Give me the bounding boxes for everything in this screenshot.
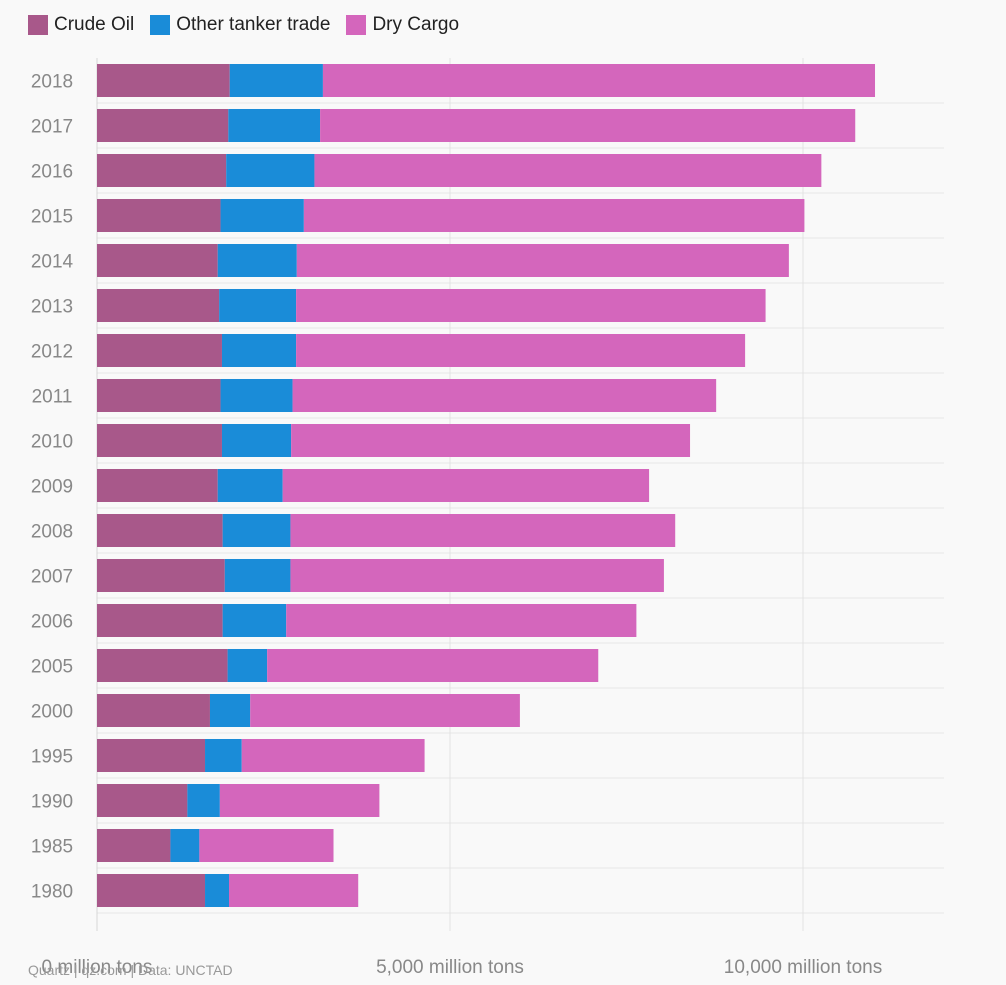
- y-tick-label: 1985: [31, 837, 73, 858]
- bar-crude-oil-2015: [97, 199, 221, 232]
- bar-crude-oil-2014: [97, 244, 218, 277]
- bar-other-tanker-trade-2008: [222, 514, 291, 547]
- bar-other-tanker-trade-2015: [220, 199, 304, 232]
- y-tick-label: 2017: [31, 117, 73, 138]
- x-tick-label: 5,000 million tons: [376, 957, 524, 978]
- bar-crude-oil-1985: [97, 829, 171, 862]
- bar-other-tanker-trade-2016: [226, 154, 315, 187]
- bar-crude-oil-2006: [97, 604, 223, 637]
- bar-other-tanker-trade-2007: [224, 559, 291, 592]
- legend-swatch-other-tanker-trade: [150, 15, 171, 35]
- bar-dry-cargo-1995: [241, 739, 425, 772]
- bar-crude-oil-2013: [97, 289, 220, 322]
- y-tick-label: 2007: [31, 567, 73, 588]
- bar-crude-oil-1990: [97, 784, 188, 817]
- bar-other-tanker-trade-2009: [217, 469, 283, 502]
- legend-label-other-tanker-trade: Other tanker trade: [176, 14, 331, 35]
- y-tick-label: 1995: [31, 747, 73, 768]
- bar-dry-cargo-2011: [292, 379, 717, 412]
- y-tick-label: 2011: [32, 387, 73, 408]
- bar-crude-oil-2009: [97, 469, 218, 502]
- bar-dry-cargo-1980: [229, 874, 359, 907]
- y-tick-label: 2000: [31, 702, 73, 723]
- bar-other-tanker-trade-1995: [205, 739, 242, 772]
- bar-crude-oil-1995: [97, 739, 206, 772]
- bar-dry-cargo-2005: [267, 649, 599, 682]
- y-tick-label: 1990: [31, 792, 73, 813]
- bar-dry-cargo-2016: [314, 154, 822, 187]
- bar-other-tanker-trade-2005: [227, 649, 268, 682]
- bar-dry-cargo-2014: [296, 244, 789, 277]
- bar-other-tanker-trade-2018: [229, 64, 323, 97]
- legend-swatch-crude-oil: [28, 15, 48, 35]
- legend-label-crude-oil: Crude Oil: [54, 14, 135, 35]
- bar-dry-cargo-2006: [286, 604, 637, 637]
- bar-crude-oil-2007: [97, 559, 225, 592]
- bar-dry-cargo-1985: [199, 829, 334, 862]
- y-tick-label: 2010: [31, 432, 73, 453]
- bar-other-tanker-trade-2017: [228, 109, 321, 142]
- bar-other-tanker-trade-1990: [187, 784, 220, 817]
- bar-dry-cargo-2000: [250, 694, 520, 727]
- y-tick-label: 1980: [31, 882, 73, 903]
- y-tick-label: 2012: [31, 342, 73, 363]
- bar-crude-oil-2005: [97, 649, 228, 682]
- legend-item-dry-cargo: Dry Cargo: [346, 14, 459, 36]
- bar-dry-cargo-2013: [296, 289, 766, 322]
- legend-item-other-tanker-trade: Other tanker trade: [150, 14, 330, 36]
- bar-other-tanker-trade-1980: [205, 874, 230, 907]
- bar-other-tanker-trade-2011: [220, 379, 293, 412]
- y-tick-label: 2014: [31, 252, 74, 273]
- legend-item-crude-oil: Crude Oil: [28, 14, 134, 36]
- bar-other-tanker-trade-2012: [221, 334, 297, 367]
- y-tick-label: 2015: [31, 207, 73, 228]
- y-tick-label: 2008: [31, 522, 73, 543]
- legend-swatch-dry-cargo: [346, 15, 367, 35]
- y-tick-label: 2016: [31, 162, 73, 183]
- bar-crude-oil-2008: [97, 514, 223, 547]
- bar-dry-cargo-1990: [219, 784, 380, 817]
- y-tick-label: 2009: [31, 477, 73, 498]
- bar-other-tanker-trade-2014: [217, 244, 297, 277]
- bar-crude-oil-2012: [97, 334, 222, 367]
- source-note: Quartz | qz.com | Data: UNCTAD: [28, 962, 233, 978]
- x-tick-label: 10,000 million tons: [724, 957, 882, 978]
- y-tick-label: 2013: [31, 297, 73, 318]
- bar-other-tanker-trade-2000: [209, 694, 251, 727]
- bar-crude-oil-2010: [97, 424, 222, 457]
- bar-other-tanker-trade-1985: [170, 829, 200, 862]
- bar-dry-cargo-2018: [322, 64, 876, 97]
- bar-dry-cargo-2012: [296, 334, 746, 367]
- y-tick-label: 2018: [31, 72, 73, 93]
- bar-dry-cargo-2007: [290, 559, 664, 592]
- bar-crude-oil-2000: [97, 694, 210, 727]
- bar-crude-oil-1980: [97, 874, 206, 907]
- legend-label-dry-cargo: Dry Cargo: [372, 14, 460, 35]
- bar-crude-oil-2017: [97, 109, 229, 142]
- bar-crude-oil-2011: [97, 379, 221, 412]
- bar-other-tanker-trade-2006: [222, 604, 287, 637]
- y-tick-label: 2006: [31, 612, 73, 633]
- x-tick-label: 0 million tons: [42, 957, 153, 978]
- bar-dry-cargo-2015: [303, 199, 805, 232]
- bar-dry-cargo-2009: [282, 469, 650, 502]
- legend: Crude Oil Other tanker trade Dry Cargo: [28, 14, 475, 36]
- bar-dry-cargo-2010: [291, 424, 691, 457]
- bar-dry-cargo-2017: [320, 109, 856, 142]
- bar-crude-oil-2016: [97, 154, 227, 187]
- bar-dry-cargo-2008: [290, 514, 676, 547]
- y-tick-label: 2005: [31, 657, 73, 678]
- bar-crude-oil-2018: [97, 64, 230, 97]
- bar-other-tanker-trade-2013: [219, 289, 297, 322]
- bar-other-tanker-trade-2010: [221, 424, 292, 457]
